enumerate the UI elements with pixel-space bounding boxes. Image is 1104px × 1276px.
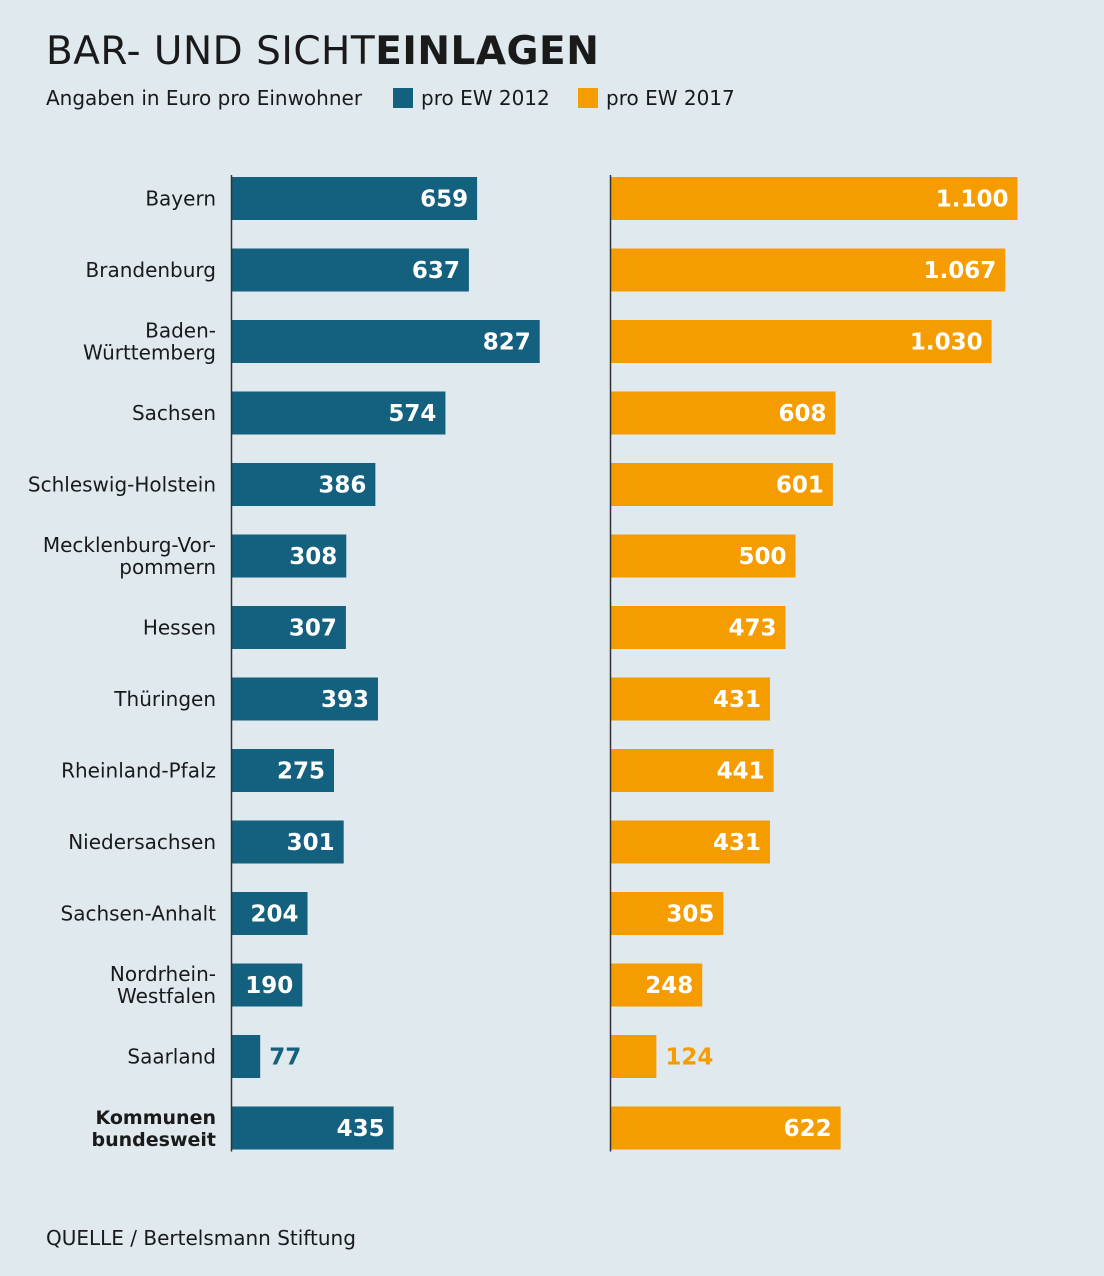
bar-2012 [231, 248, 469, 292]
category-label: Schleswig-Holstein [28, 473, 216, 497]
bar-2017 [610, 963, 703, 1007]
category-label: Thüringen [113, 687, 216, 711]
data-label-2012: 637 [412, 258, 460, 284]
data-label-2012: 827 [483, 330, 531, 356]
bar-2012 [231, 463, 376, 506]
bar-2017 [610, 320, 992, 363]
chart-subtitle: Angaben in Euro pro Einwohner [46, 86, 363, 110]
bar-2017 [610, 177, 1018, 220]
bar-2017 [610, 677, 770, 721]
category-label: Baden-Württemberg [83, 319, 216, 365]
chart-title: BAR- UND SICHTEINLAGEN [46, 28, 599, 76]
bar-2017 [610, 892, 724, 935]
bar-2017 [610, 1035, 657, 1078]
chart-title-bold: EINLAGEN [375, 29, 600, 74]
bar-2017 [610, 749, 774, 792]
bar-2017 [610, 391, 836, 435]
data-label-2012: 301 [287, 830, 335, 856]
data-label-2017: 500 [738, 544, 786, 570]
bar-2017 [610, 534, 796, 578]
data-label-2017: 431 [713, 687, 761, 713]
category-label: Sachsen-Anhalt [61, 902, 217, 926]
data-label-2017: 1.100 [936, 187, 1009, 213]
bar-2017 [610, 820, 770, 864]
category-label: Bayern [145, 187, 216, 211]
data-label-2012: 77 [269, 1045, 301, 1071]
data-label-2017: 431 [713, 830, 761, 856]
bar-2012 [231, 177, 478, 220]
bar-2012 [231, 892, 308, 935]
bar-2012 [231, 677, 378, 721]
data-label-2012: 393 [321, 687, 369, 713]
category-label: Brandenburg [86, 258, 217, 282]
category-label: Hessen [143, 616, 216, 640]
bar-2012 [231, 1106, 394, 1150]
legend-item-2012: pro EW 2012 [393, 86, 550, 110]
category-label: Rheinland-Pfalz [61, 759, 216, 783]
bar-2017 [610, 606, 786, 649]
bar-2012 [231, 534, 347, 578]
data-label-2017: 1.030 [910, 330, 983, 356]
data-label-2012: 659 [420, 187, 468, 213]
data-label-2017: 1.067 [924, 258, 997, 284]
legend-label-2017: pro EW 2017 [606, 86, 735, 110]
category-label: Niedersachsen [68, 830, 216, 854]
data-label-2017: 608 [778, 401, 826, 427]
legend-label-2012: pro EW 2012 [421, 86, 550, 110]
chart-title-thin: BAR- UND SICHT [46, 29, 376, 74]
bar-2017 [610, 1106, 841, 1150]
bar-2012 [231, 820, 344, 864]
category-label: Saarland [127, 1045, 216, 1069]
data-label-2012: 435 [337, 1116, 385, 1142]
data-label-2012: 308 [289, 544, 337, 570]
bar-2017 [610, 248, 1006, 292]
data-label-2017: 473 [728, 616, 776, 642]
category-label: Kommunen bundesweit [92, 1107, 216, 1151]
data-label-2017: 305 [666, 902, 714, 928]
bar-2012 [231, 606, 346, 649]
legend-swatch-2017 [578, 88, 598, 108]
source-note: QUELLE / Bertelsmann Stiftung [46, 1226, 356, 1250]
bar-2012 [231, 963, 303, 1007]
data-label-2012: 275 [277, 759, 325, 785]
category-label: Nordrhein-Westfalen [110, 962, 216, 1008]
data-label-2017: 441 [717, 759, 765, 785]
legend-item-2017: pro EW 2017 [578, 86, 735, 110]
bar-2012 [231, 1035, 261, 1078]
data-label-2017: 248 [645, 973, 693, 999]
category-label: Sachsen [132, 401, 216, 425]
data-label-2012: 204 [251, 902, 299, 928]
bar-2012 [231, 391, 446, 435]
data-label-2012: 190 [245, 973, 293, 999]
bar-2012 [231, 749, 334, 792]
data-label-2012: 307 [289, 616, 337, 642]
data-label-2012: 574 [388, 401, 436, 427]
data-label-2017: 622 [784, 1116, 832, 1142]
bar-2017 [610, 463, 833, 506]
bar-chart: Bayern Brandenburg Baden-Württemberg Sachse… [28, 175, 1018, 1152]
data-label-2017: 124 [665, 1045, 713, 1071]
legend-swatch-2012 [393, 88, 413, 108]
data-label-2017: 601 [776, 473, 824, 499]
data-label-2012: 386 [318, 473, 366, 499]
bar-2012 [231, 320, 540, 363]
category-label: Mecklenburg-Vor-pommern [43, 533, 216, 579]
